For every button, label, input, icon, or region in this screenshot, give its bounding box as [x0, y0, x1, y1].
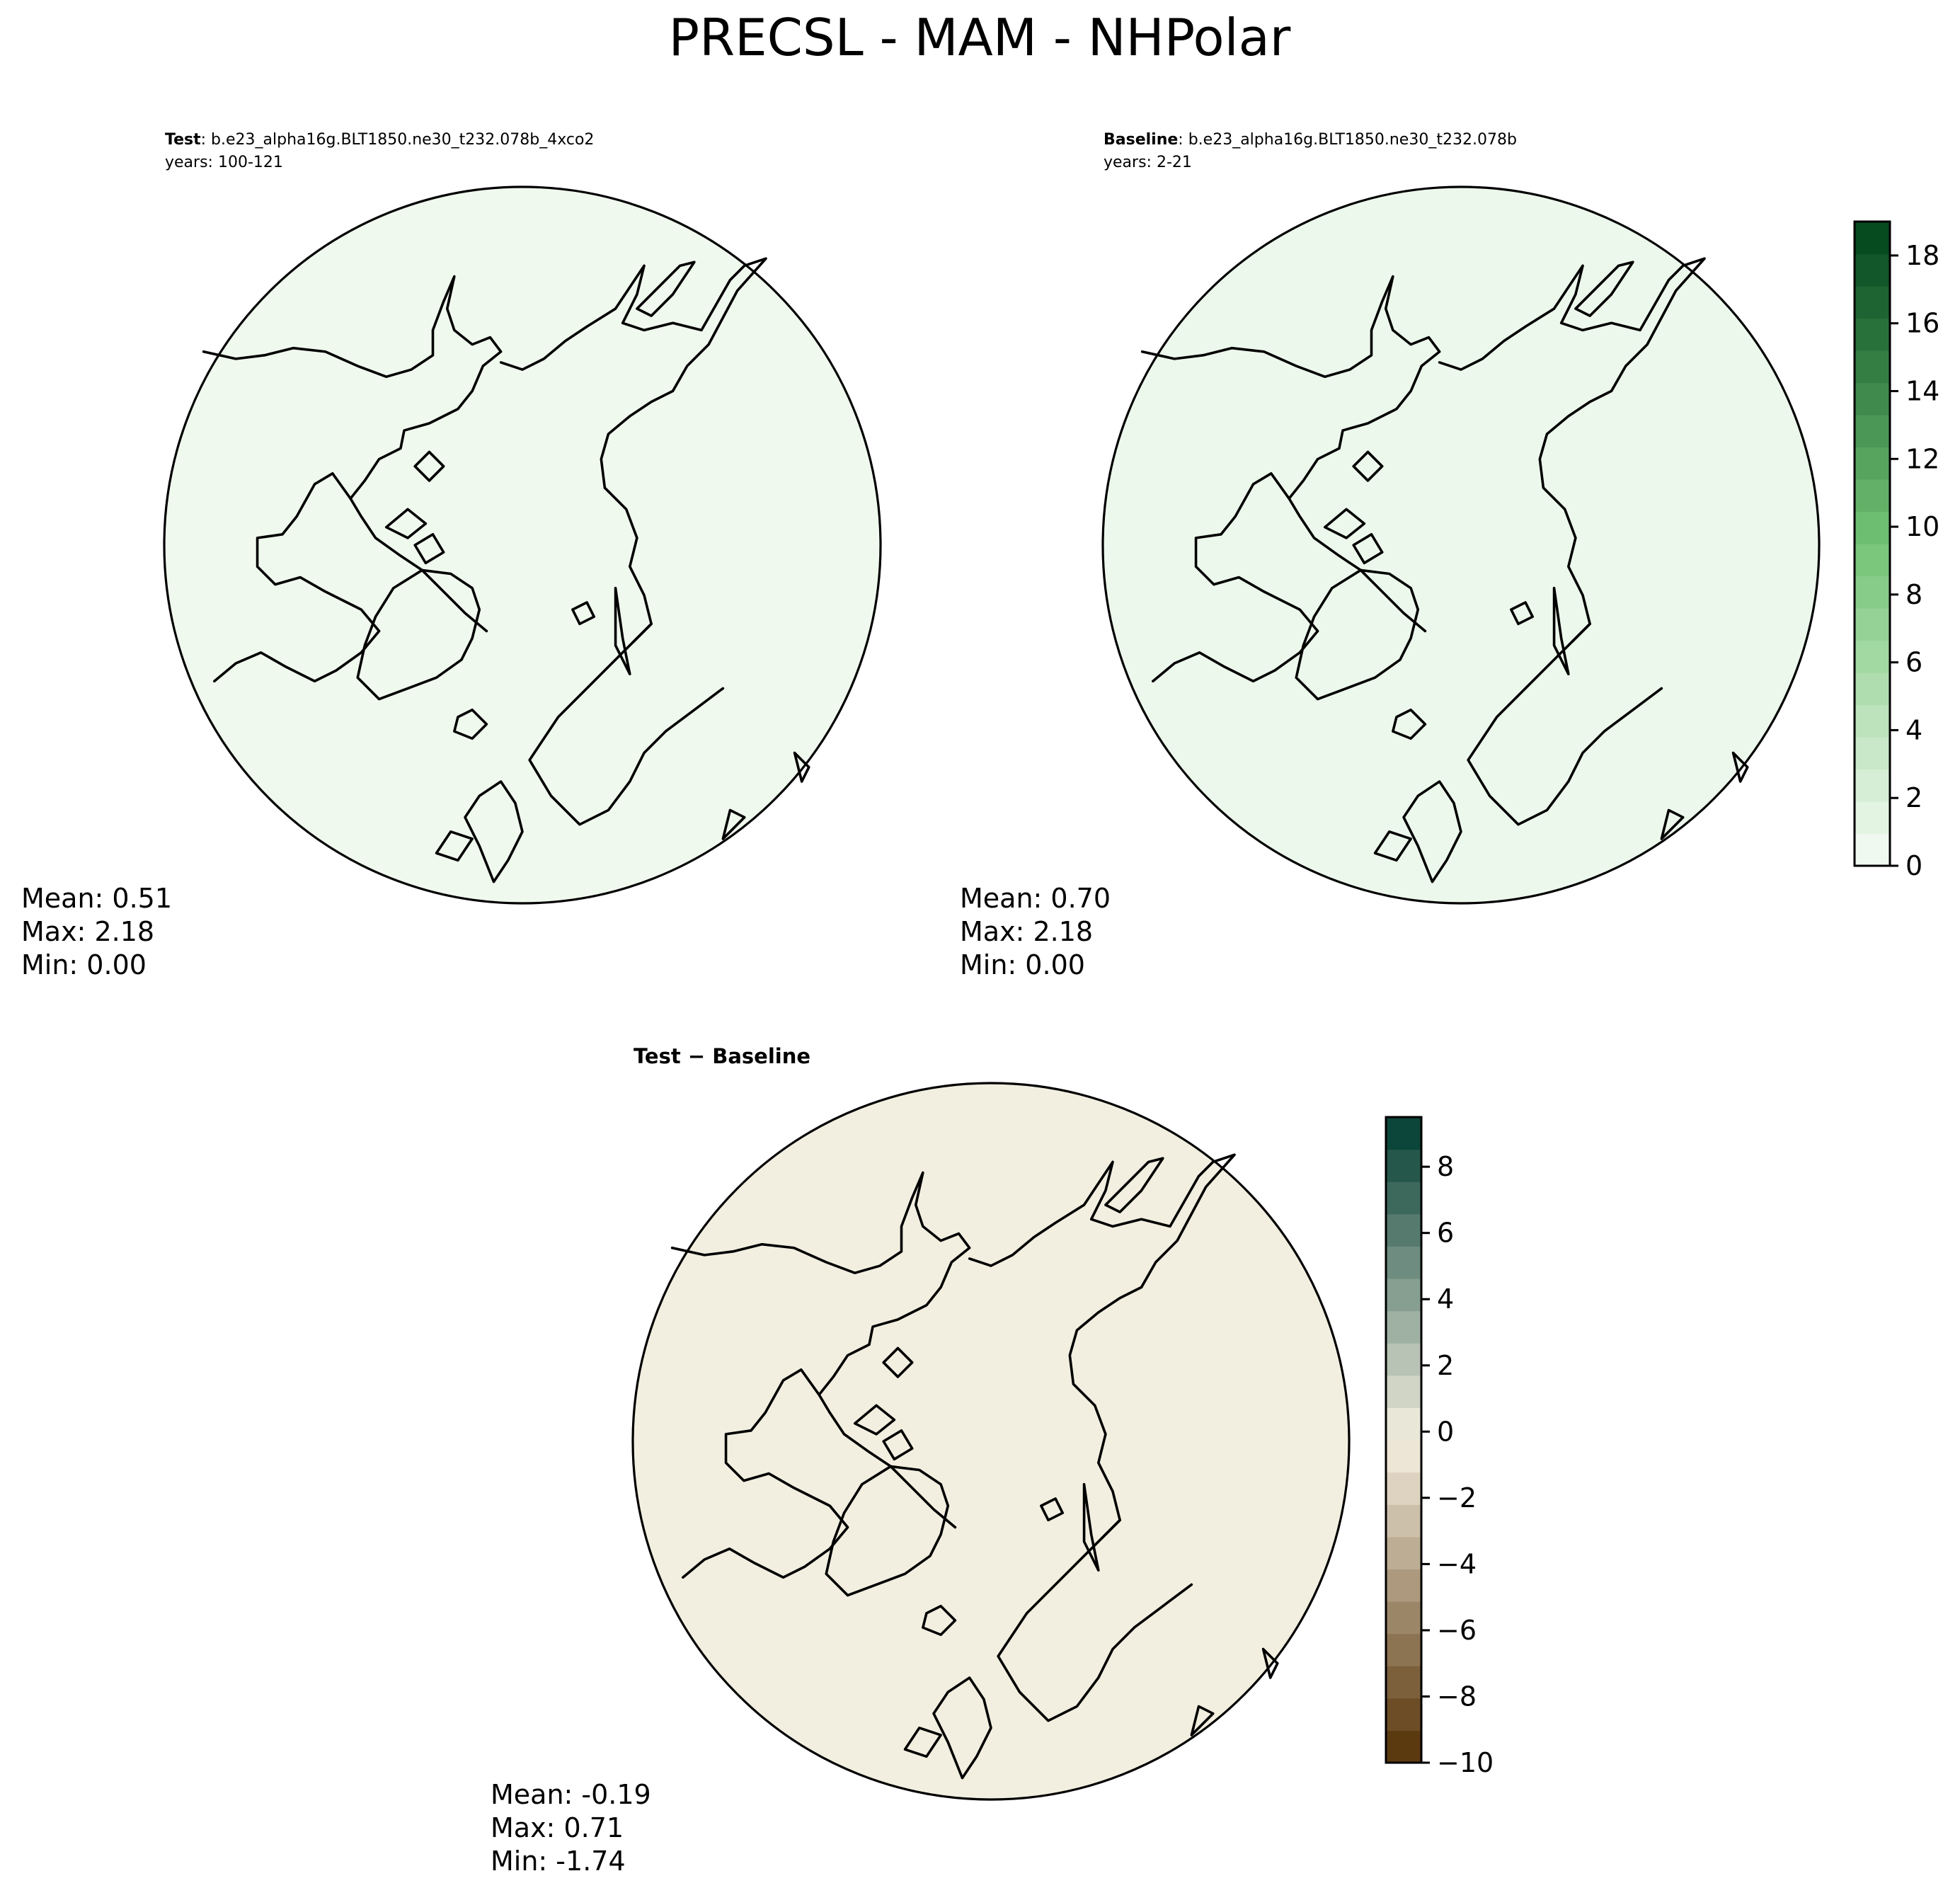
colorbar-band: [1386, 1278, 1421, 1312]
panel-test-header: Test: b.e23_alpha16g.BLT1850.ne30_t232.0…: [165, 131, 594, 149]
colorbar-band: [1386, 1310, 1421, 1344]
colorbar-tick-label: −2: [1437, 1482, 1477, 1514]
map-diff-boundary: [631, 1082, 1351, 1801]
colorbar-tick-label: 0: [1905, 850, 1922, 881]
colorbar-band: [1386, 1472, 1421, 1505]
colorbar-band: [1855, 608, 1890, 641]
colorbar-tick-label: 12: [1905, 443, 1939, 474]
colorbar-band: [1386, 1730, 1421, 1763]
colorbar-tick-label: 8: [1437, 1151, 1454, 1182]
colorbar-frame: [1385, 1116, 1423, 1764]
panel-diff: Test − Baseline Mean: -0.19 Max: 0.71 Mi…: [491, 1044, 1349, 1877]
colorbar-band: [1386, 1698, 1421, 1731]
colorbar-band: [1855, 222, 1890, 255]
colorbar-band: [1386, 1149, 1421, 1182]
colorbar-band: [1386, 1375, 1421, 1408]
colorbar-band: [1386, 1440, 1421, 1473]
colorbar-tick-label: 2: [1437, 1350, 1454, 1381]
figure-title: PRECSL - MAM - NHPolar: [669, 8, 1291, 67]
colorbar-band: [1855, 544, 1890, 577]
colorbar-band: [1386, 1246, 1421, 1279]
colorbar-tick-label: 18: [1905, 240, 1939, 271]
colorbar-tick-label: 14: [1905, 375, 1939, 406]
colorbar-tick-label: 2: [1905, 782, 1922, 813]
colorbar-band: [1855, 576, 1890, 609]
stat-diff-min: Min: -1.74: [491, 1846, 626, 1877]
map-test-field: [164, 187, 881, 903]
colorbar-tick-label: 4: [1437, 1283, 1454, 1315]
colorbar-tick-label: 6: [1905, 647, 1922, 678]
colorbar-band: [1855, 415, 1890, 448]
colorbar-tick-label: −8: [1437, 1681, 1477, 1712]
colorbar-band: [1386, 1666, 1421, 1699]
colorbar-tick-label: 16: [1905, 308, 1939, 339]
colorbar-band: [1386, 1536, 1421, 1569]
colorbar-band: [1386, 1633, 1421, 1666]
colorbar-band: [1855, 704, 1890, 738]
colorbar-band: [1386, 1213, 1421, 1247]
panel-baseline-case-name: : b.e23_alpha16g.BLT1850.ne30_t232.078b: [1178, 131, 1517, 149]
colorbar-band: [1855, 673, 1890, 706]
colorbar-band: [1386, 1504, 1421, 1538]
stat-diff-mean: Mean: -0.19: [491, 1779, 651, 1810]
colorbar-tick-label: 8: [1905, 579, 1922, 610]
panel-test-label-bold: Test: [165, 131, 201, 149]
stat-test-min: Min: 0.00: [21, 949, 147, 980]
colorbar-band: [1386, 1343, 1421, 1376]
colorbar-band: [1855, 801, 1890, 835]
map-baseline-boundary: [1101, 185, 1821, 905]
stat-test-max: Max: 2.18: [21, 916, 154, 947]
panel-baseline-years: years: 2-21: [1104, 154, 1192, 171]
stat-test-mean: Mean: 0.51: [21, 883, 172, 914]
stat-baseline-min: Min: 0.00: [960, 949, 1085, 980]
colorbar-band: [1386, 1182, 1421, 1215]
colorbar-tick-label: −4: [1437, 1548, 1477, 1579]
colorbar-band: [1855, 479, 1890, 513]
map-test-boundary: [163, 185, 882, 905]
panel-test-case-name: : b.e23_alpha16g.BLT1850.ne30_t232.078b_…: [201, 131, 595, 149]
colorbar-tick-label: 6: [1437, 1218, 1454, 1249]
colorbar-tick-label: 10: [1905, 511, 1939, 542]
colorbar-difference: −10 −8 −6 −4 −2 0 2 4 6 8: [1385, 1116, 1494, 1778]
colorbar-band: [1386, 1407, 1421, 1441]
map-diff-field: [633, 1083, 1349, 1800]
panel-diff-title: Test − Baseline: [634, 1044, 810, 1068]
colorbar-band: [1855, 350, 1890, 384]
colorbar-tick-label: −6: [1437, 1615, 1477, 1646]
colorbar-tick-label: 4: [1905, 714, 1922, 745]
colorbar-band: [1386, 1569, 1421, 1602]
panel-baseline-header: Baseline: b.e23_alpha16g.BLT1850.ne30_t2…: [1104, 131, 1517, 149]
colorbar-band: [1855, 640, 1890, 673]
stat-baseline-max: Max: 2.18: [960, 916, 1093, 947]
colorbar-band: [1855, 511, 1890, 544]
map-baseline-field: [1103, 187, 1819, 903]
colorbar-frame: [1853, 220, 1891, 867]
colorbar-tick-label: −10: [1437, 1747, 1494, 1778]
colorbar-band: [1386, 1117, 1421, 1150]
panel-baseline-label-bold: Baseline: [1104, 131, 1178, 149]
colorbar-band: [1855, 737, 1890, 770]
panel-baseline: Baseline: b.e23_alpha16g.BLT1850.ne30_t2…: [960, 131, 1819, 980]
colorbar-tick-label: 0: [1437, 1416, 1454, 1447]
colorbar-band: [1855, 382, 1890, 416]
stat-baseline-mean: Mean: 0.70: [960, 883, 1111, 914]
colorbar-band: [1386, 1601, 1421, 1635]
colorbar-band: [1855, 286, 1890, 319]
colorbar-band: [1855, 833, 1890, 866]
colorbar-band: [1855, 253, 1890, 287]
colorbar-band: [1855, 769, 1890, 802]
colorbar-band: [1855, 447, 1890, 480]
panel-test: Test: b.e23_alpha16g.BLT1850.ne30_t232.0…: [21, 131, 881, 980]
panel-test-years: years: 100-121: [165, 154, 283, 171]
colorbar-precip: 0 2 4 6 8 10 12 14 16 18: [1853, 220, 1939, 881]
stat-diff-max: Max: 0.71: [491, 1812, 624, 1843]
colorbar-band: [1855, 318, 1890, 351]
